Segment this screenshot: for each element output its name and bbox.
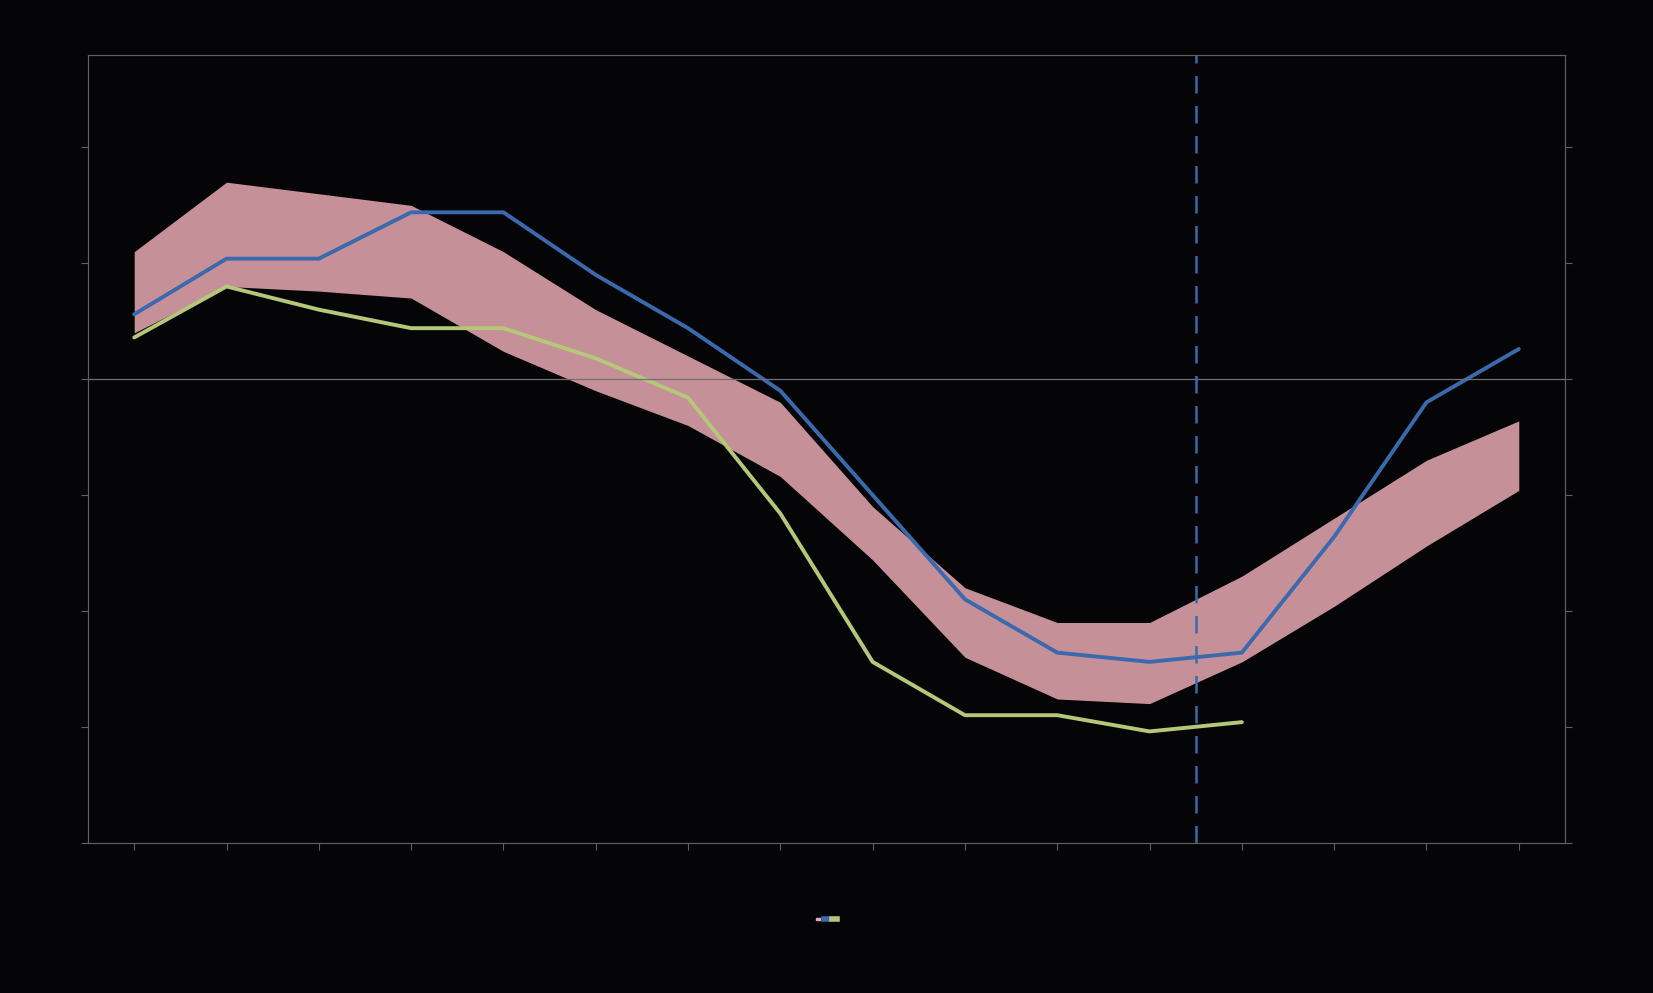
Legend: , , : , , bbox=[815, 918, 838, 921]
